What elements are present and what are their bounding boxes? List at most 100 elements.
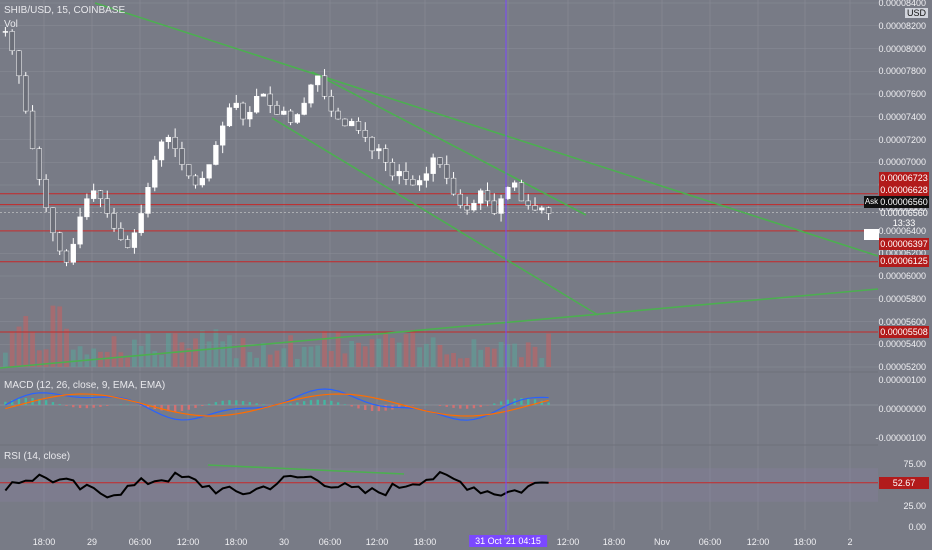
rsi-pane: [0, 470, 878, 499]
volume-bar: [369, 339, 375, 367]
candle-body: [430, 157, 436, 174]
price-tag-6723: 0.00006723: [879, 172, 929, 184]
candle-body: [247, 111, 253, 120]
macd-histogram-bar: [201, 405, 204, 406]
price-tag-5508: 0.00005508: [879, 326, 929, 338]
order-marker: [864, 229, 879, 240]
volume-bar: [390, 337, 395, 367]
macd-pane: [0, 388, 878, 421]
macd-histogram-bar: [289, 403, 292, 405]
candle-body: [267, 93, 273, 106]
candle-body: [532, 205, 538, 211]
candle-body: [491, 200, 497, 214]
candle-body: [172, 136, 178, 149]
macd-axis-tick: 0.00000000: [878, 404, 926, 414]
macd-histogram-bar: [296, 402, 299, 405]
price-axis-tick: 0.00006200: [878, 248, 926, 259]
volume-bar: [532, 346, 538, 367]
volume-bar: [308, 346, 314, 367]
candle-body: [226, 107, 233, 127]
candle-body: [186, 164, 192, 177]
candle-body: [145, 187, 151, 214]
macd-histogram-bar: [17, 398, 21, 405]
candle-body: [382, 148, 389, 163]
macd-histogram-bar: [44, 400, 48, 405]
candle-body: [57, 232, 63, 252]
candle-body: [389, 162, 396, 177]
macd-label: MACD (12, 26, close, 9, EMA, EMA): [4, 380, 166, 391]
trendline: [271, 117, 599, 316]
candle-body: [315, 75, 321, 86]
volume-bar: [437, 344, 443, 367]
macd-histogram-bar: [180, 405, 184, 411]
volume-bar: [315, 345, 321, 367]
macd-histogram-bar: [160, 405, 163, 411]
volume-bar: [519, 357, 524, 367]
volume-bar: [227, 335, 232, 367]
horizontal-levels: [0, 193, 878, 333]
candle-body: [29, 110, 36, 149]
volume-bar: [152, 351, 158, 367]
macd-histogram-bar: [235, 400, 238, 405]
volume-bar: [77, 346, 83, 367]
candle-body: [505, 187, 511, 199]
candle-body: [9, 31, 15, 52]
candle-body: [342, 118, 348, 127]
candle-body: [369, 136, 375, 152]
volume-bar: [417, 347, 422, 367]
volume-bar: [491, 348, 497, 367]
volume-bar: [410, 329, 416, 367]
trendline: [0, 288, 879, 369]
rsi-value-tag: 52.67: [879, 477, 929, 489]
volume-bar: [267, 354, 273, 367]
volume-bar: [43, 349, 49, 367]
rsi-line: [4, 470, 549, 499]
macd-histogram-bar: [139, 405, 143, 407]
macd-histogram-bar: [24, 397, 27, 405]
volume-bar: [206, 341, 212, 367]
candle-body: [294, 114, 301, 123]
candle-body: [16, 50, 22, 77]
volume-bar: [328, 350, 334, 367]
macd-histogram-bar: [398, 405, 401, 409]
candle-body: [50, 207, 56, 234]
candle-body: [213, 144, 219, 165]
price-axis-tick: 0.00006000: [878, 271, 926, 281]
candle-body: [91, 190, 97, 199]
volume-bar: [145, 333, 151, 367]
macd-histogram-bar: [65, 405, 68, 406]
volume-bar: [478, 349, 484, 367]
volume-bar: [57, 306, 63, 367]
rsi-axis-tick: 0.00: [908, 522, 926, 532]
macd-histogram-bar: [4, 401, 7, 405]
currency-badge[interactable]: USD: [905, 8, 929, 18]
volume-bar: [138, 345, 144, 367]
macd-histogram-bar: [377, 405, 381, 412]
macd-histogram-bar: [214, 402, 218, 405]
macd-histogram-bar: [126, 404, 129, 405]
candle-body: [63, 250, 70, 263]
macd-histogram-bar: [106, 405, 109, 406]
macd-histogram-bar: [499, 401, 503, 405]
candle-body: [192, 175, 199, 186]
candle-body: [539, 207, 545, 211]
candle-body: [36, 148, 42, 180]
trendline: [207, 464, 405, 475]
candle-body: [478, 190, 484, 204]
candle-countdown: 13:33: [892, 218, 916, 228]
volume-bar: [125, 357, 131, 367]
time-axis-tick: 18:00: [224, 537, 248, 547]
volume-bar: [322, 331, 327, 367]
volume-bar: [281, 348, 287, 367]
candle-body: [321, 75, 328, 97]
volume-bar: [254, 357, 260, 367]
candle-body: [253, 96, 260, 113]
candle-body: [355, 121, 362, 131]
grid-lines: [0, 0, 878, 530]
volume-bar: [186, 348, 192, 367]
price-axis-tick: 0.00005800: [878, 293, 926, 304]
candle-body: [457, 193, 463, 206]
candle-body: [525, 200, 531, 206]
trendline: [311, 71, 587, 216]
